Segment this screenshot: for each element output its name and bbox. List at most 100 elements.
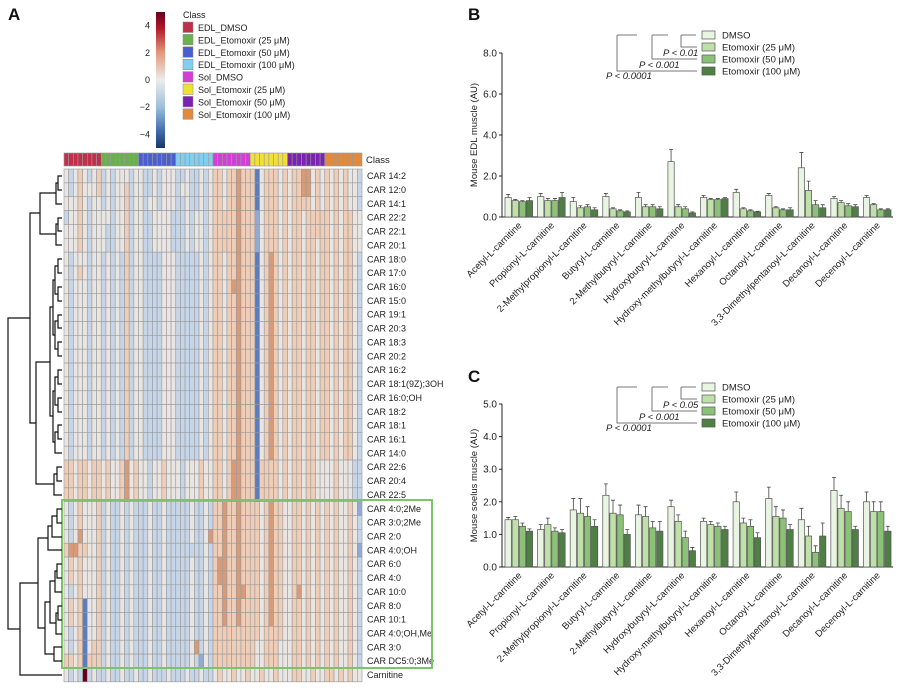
heatmap-cell [291,432,298,447]
heatmap-cell [68,445,74,461]
heatmap-cell [287,626,293,641]
error-bar [585,204,590,207]
heatmap-cell [119,210,125,225]
heatmap-cell [138,459,144,475]
heatmap-cell [222,639,228,655]
heatmap-cell [198,321,204,336]
heatmap-cell [82,445,88,461]
heatmap-cell [347,196,353,211]
heatmap-cell [217,653,223,669]
heatmap-cell [301,556,307,572]
heatmap-cell [217,459,223,475]
heatmap-cell [91,667,97,683]
heatmap-cell [245,626,251,641]
heatmap-cell [296,348,302,364]
heatmap-cell [333,598,340,613]
legend-swatch [701,382,716,392]
heatmap-cell [254,404,260,419]
heatmap-cell [277,432,284,447]
heatmap-cell [329,238,335,253]
heatmap-cell [357,321,363,336]
heatmap-cell [343,598,349,613]
heatmap-cell [282,432,288,447]
heatmap-cell [100,542,107,558]
heatmap-cell [291,584,298,599]
heatmap-cell [114,376,121,392]
heatmap-cell [77,432,83,447]
heatmap-cell [203,362,209,378]
heatmap-cell [226,321,232,336]
heatmap-cell [296,418,302,433]
heatmap-cell [119,238,125,253]
heatmap-cell [147,556,153,572]
class-legend-swatch [182,71,194,83]
heatmap-cell [282,210,288,225]
heatmap-cell [217,445,223,461]
heatmap-cell [110,639,116,655]
heatmap-cell [194,432,200,447]
heatmap-cell [343,404,349,419]
heatmap-cell [175,238,181,253]
heatmap-cell [110,626,116,641]
heatmap-cell [184,459,191,475]
heatmap-cell [245,210,251,225]
bar [591,525,599,568]
heatmap-cell [105,307,111,322]
heatmap-cell [263,265,270,281]
heatmap-cell [110,612,116,627]
heatmap-cell [147,168,153,184]
heatmap-cell [338,598,344,613]
heatmap-cell [305,293,312,308]
heatmap-cell [291,293,298,308]
heatmap-cell [222,473,228,489]
error-bar [636,504,641,515]
bar [700,197,708,218]
heatmap-cell [161,196,167,211]
heatmap-cell [142,667,149,683]
heatmap-cell [324,362,330,378]
heatmap-cell [110,598,116,613]
heatmap-cell [282,362,288,378]
heatmap-cell [170,321,177,336]
heatmap-cell [310,612,316,627]
heatmap-cell [86,279,93,295]
heatmap-cell [319,445,326,461]
heatmap-cell [319,598,326,613]
heatmap-cell [208,321,214,336]
heatmap-cell [73,182,79,198]
heatmap-cell [105,556,111,572]
heatmap-cell [329,529,335,544]
heatmap-cell [91,432,97,447]
heatmap-cell [119,279,125,295]
heatmap-cell [138,653,144,669]
heatmap-cell [138,307,144,322]
heatmap-cell [86,348,93,364]
heatmap-cell [128,224,135,239]
heatmap-cell [319,459,326,475]
heatmap-cell [343,667,349,683]
heatmap-cell [91,196,97,211]
heatmap-cell [254,501,260,516]
heatmap-cell [333,445,340,461]
heatmap-cell [208,432,214,447]
heatmap-cell [124,251,130,267]
heatmap-cell [194,612,200,627]
heatmap-cell [301,626,307,641]
heatmap-cell [105,653,111,669]
heatmap-cell [91,459,97,475]
heatmap-cell [273,612,279,627]
heatmap-cell [347,390,353,405]
error-bar [690,547,695,551]
heatmap-cell [245,598,251,613]
heatmap-cell [254,238,260,253]
heatmap-cell [217,390,223,405]
heatmap-cell [352,251,358,267]
heatmap-cell [310,335,316,350]
heatmap-cell [63,653,69,669]
heatmap-cell [73,501,79,516]
heatmap-cell [184,251,191,267]
legend-swatch [701,30,716,40]
heatmap-cell [184,626,191,641]
heatmap-cell [245,168,251,184]
heatmap-cell [100,376,107,392]
